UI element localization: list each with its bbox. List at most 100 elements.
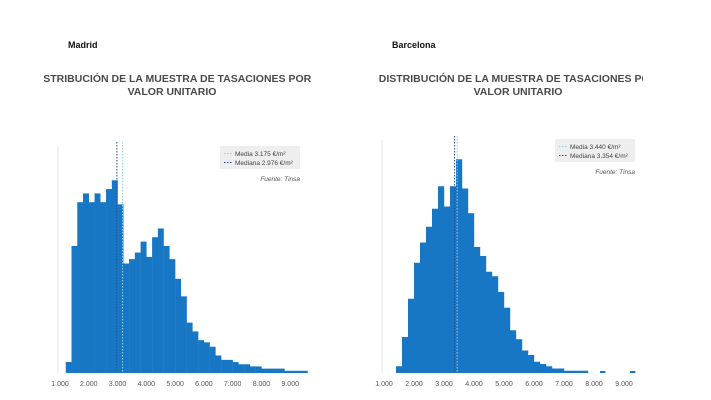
barcelona-histogram-bar [468,213,475,373]
barcelona-x-tick-label: 9.000 [615,381,633,388]
barcelona-label: Barcelona [392,40,436,50]
madrid-histogram-bar [71,245,78,373]
barcelona-histogram-bar [528,355,535,373]
madrid-histogram-bar [111,180,118,373]
madrid-histogram-bar [94,193,101,373]
barcelona-chart-title-line-2: VALOR UNITARIO [474,86,563,98]
madrid-histogram-bar [157,228,164,373]
barcelona-histogram-bar [546,366,553,373]
madrid-histogram-bar [140,241,147,373]
barcelona-histogram-bar [438,186,445,373]
barcelona-x-tick-label: 4.000 [465,381,483,388]
barcelona-histogram-bar [600,371,606,373]
madrid-histogram-bar [215,355,222,373]
barcelona-histogram-chart: DISTRIBUCIÓN DE LA MUESTRA DE TASACIONES… [375,72,643,388]
barcelona-histogram-bar [570,370,577,373]
madrid-histogram-bar [290,370,297,373]
barcelona-histogram-bar [582,370,589,373]
barcelona-histogram-bar [432,208,439,373]
madrid-x-tick-label: 1.000 [51,381,69,388]
barcelona-legend-box [555,139,635,162]
madrid-histogram-bar [232,362,239,373]
madrid-histogram-bar [83,193,89,373]
madrid-histogram-bar [77,202,84,373]
madrid-histogram-bar [255,366,262,373]
barcelona-histogram-bar [516,339,523,373]
barcelona-histogram-bar [630,371,636,373]
madrid-histogram-bar [152,237,159,373]
barcelona-histogram-bar [504,307,511,373]
madrid-histogram-bar [106,189,113,373]
madrid-histogram-bar [169,259,176,373]
madrid-histogram-bar [163,245,170,373]
madrid-histogram-bar [261,368,268,373]
barcelona-histogram-bar [426,226,433,373]
barcelona-bars [396,159,636,373]
madrid-x-tick-label: 2.000 [80,381,98,388]
barcelona-histogram-bar [486,271,493,373]
madrid-histogram-bar [65,362,72,373]
barcelona-x-tick-label: 1.000 [375,381,393,388]
barcelona-legend-median-label: Mediana 3.354 €/m² [570,153,629,160]
barcelona-histogram-bar [552,368,559,373]
madrid-histogram-bar [117,204,124,373]
madrid-x-tick-label: 5.000 [166,381,184,388]
barcelona-x-tick-label: 7.000 [555,381,573,388]
barcelona-source-note: Fuente: Tinsa [595,169,635,176]
madrid-x-tick-label: 4.000 [138,381,156,388]
madrid-histogram-bar [198,340,205,373]
madrid-histogram-bar [278,368,285,373]
madrid-histogram-bar [226,359,233,373]
barcelona-histogram-bar [558,368,565,373]
barcelona-histogram-bar [408,298,415,373]
barcelona-histogram-bar [534,361,541,373]
madrid-histogram-bar [203,342,210,373]
barcelona-histogram-bar [414,262,421,373]
madrid-histogram-bar [123,263,130,373]
barcelona-legend: Media 3.440 €/m² Mediana 3.354 €/m² [555,139,635,162]
barcelona-x-tick-label: 2.000 [405,381,423,388]
madrid-x-tick-label: 3.000 [109,381,127,388]
madrid-histogram-bar [272,368,279,373]
madrid-histogram-bar [301,370,308,373]
barcelona-histogram-bar [462,188,469,373]
barcelona-chart-title-line-1: DISTRIBUCIÓN DE LA MUESTRA DE TASACIONES… [379,72,643,85]
barcelona-histogram-bar [564,370,571,373]
barcelona-x-tick-label: 8.000 [585,381,603,388]
madrid-histogram-bar [267,368,274,373]
madrid-legend-mean-label: Media 3.175 €/m² [235,151,286,158]
barcelona-histogram-bar [444,206,451,373]
madrid-histogram-bar [175,278,182,373]
barcelona-x-tick-label: 5.000 [495,381,513,388]
madrid-x-tick-label: 6.000 [195,381,213,388]
madrid-histogram-bar [284,370,291,373]
barcelona-histogram-bar [474,247,481,373]
madrid-histogram-bar [186,322,193,373]
barcelona-x-tick-label: 6.000 [525,381,543,388]
barcelona-histogram-bar [522,350,529,373]
barcelona-histogram-bar [402,337,409,373]
barcelona-histogram-bar [576,371,582,373]
madrid-x-tick-label: 8.000 [253,381,271,388]
madrid-histogram-bar [180,296,187,373]
barcelona-histogram-bar [552,371,558,373]
madrid-histogram-bar [100,202,107,373]
madrid-histogram-bar [238,364,245,373]
madrid-histogram-bar [249,366,256,373]
barcelona-x-tick-label: 3.000 [435,381,453,388]
madrid-histogram-bar [134,252,141,373]
barcelona-histogram-bar [498,292,505,373]
barcelona-histogram-bar [540,364,547,373]
madrid-source-note: Fuente: Tinsa [260,176,300,183]
madrid-histogram-chart: DISTRIBUCIÓN DE LA MUESTRA DE TASACIONES… [44,72,312,388]
barcelona-histogram-bar [396,366,403,373]
barcelona-histogram-bar [492,276,499,373]
barcelona-histogram-bar [420,242,427,373]
madrid-histogram-bar [146,256,153,373]
madrid-x-tick-label: 7.000 [224,381,242,388]
barcelona-histogram-bar [510,330,517,373]
madrid-x-tick-label: 9.000 [281,381,299,388]
madrid-bars [65,180,308,373]
barcelona-histogram-bar [450,186,457,373]
madrid-histogram-bar [88,202,95,373]
